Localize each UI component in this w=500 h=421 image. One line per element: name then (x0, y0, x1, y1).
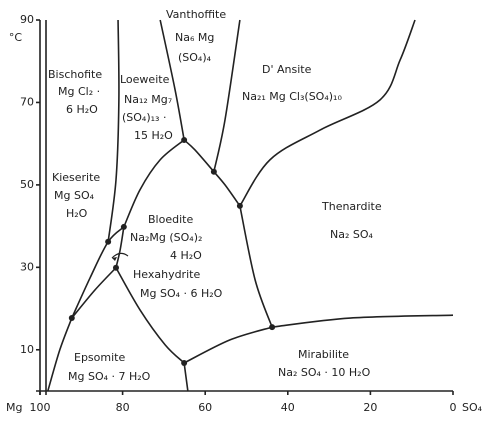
phase-boundary (71, 267, 117, 319)
region-label: Na₂ SO₄ · 10 H₂O (278, 366, 371, 379)
y-tick-label: 30 (20, 260, 34, 273)
x-tick-label: 40 (281, 401, 295, 414)
phase-boundary (239, 19, 416, 207)
phase-boundary (107, 19, 120, 242)
invariant-point (181, 359, 188, 366)
phase-boundary (159, 19, 185, 141)
region-label: H₂O (66, 207, 88, 220)
region-label: Mg SO₄ (54, 189, 95, 202)
region-label: Na₂₁ Mg Cl₃(SO₄)₁₀ (242, 90, 342, 103)
region-label: Vanthoffite (166, 8, 226, 21)
x-tick-label: 100 (30, 401, 51, 414)
y-tick-label: 10 (20, 343, 34, 356)
phase-boundary (183, 326, 273, 364)
phase-boundary (239, 205, 273, 328)
invariant-point (68, 315, 75, 322)
region-label: Mg Cl₂ · (58, 85, 100, 98)
phase-boundary (213, 171, 241, 207)
region-label: D' Ansite (262, 63, 312, 76)
x-tick-label: 20 (363, 401, 377, 414)
region-label: Loeweite (120, 73, 170, 86)
phase-boundary (213, 19, 241, 172)
region-label: 15 H₂O (134, 129, 173, 142)
region-label: Na₂ SO₄ (330, 228, 374, 241)
region-label: Epsomite (74, 351, 125, 364)
phase-boundary (183, 139, 215, 173)
invariant-point (236, 202, 243, 209)
region-label: 4 H₂O (170, 249, 202, 262)
invariant-point (181, 136, 188, 143)
region-label: (SO₄)₄ (178, 51, 212, 64)
region-label: Thenardite (321, 200, 382, 213)
region-label: Mg SO₄ · 7 H₂O (68, 370, 151, 383)
x-tick-label: 0 (450, 401, 457, 414)
phase-boundary (47, 317, 73, 392)
region-label: 6 H₂O (66, 103, 98, 116)
phase-boundary (123, 139, 185, 228)
y-tick-label: 90 (20, 13, 34, 26)
region-label: Kieserite (52, 171, 100, 184)
phase-boundary (272, 314, 454, 328)
region-label: Hexahydrite (133, 268, 200, 281)
invariant-point (120, 223, 127, 230)
y-tick-label: 70 (20, 95, 34, 108)
region-label: Mirabilite (298, 348, 349, 361)
invariant-point (210, 168, 217, 175)
y-tick-label: 50 (20, 178, 34, 191)
phase-boundary (115, 267, 185, 364)
region-label: Bischofite (48, 68, 102, 81)
region-label: (SO₄)₁₃ · (122, 111, 166, 124)
phase-boundary (71, 226, 125, 319)
phase-boundary (115, 226, 125, 268)
x-right-label: SO₄ (462, 401, 483, 414)
region-label: Na₆ Mg (175, 31, 214, 44)
invariant-point (269, 324, 276, 331)
y-axis-label: °C (9, 31, 23, 44)
region-label: Na₂Mg (SO₄)₂ (130, 231, 202, 244)
x-left-label: Mg (6, 401, 22, 414)
region-label: Bloedite (148, 213, 193, 226)
region-label: Na₁₂ Mg₇ (124, 93, 172, 106)
arrow-head (112, 257, 117, 261)
region-label: Mg SO₄ · 6 H₂O (140, 287, 223, 300)
invariant-point (112, 264, 119, 271)
x-tick-label: 80 (116, 401, 130, 414)
phase-boundary (183, 362, 189, 392)
x-tick-label: 60 (198, 401, 212, 414)
invariant-point (105, 238, 112, 245)
